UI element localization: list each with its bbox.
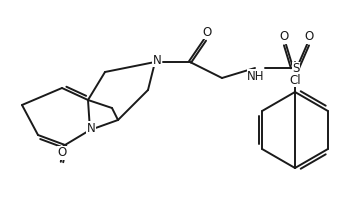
Text: O: O bbox=[203, 25, 212, 38]
Text: N: N bbox=[87, 121, 95, 135]
Text: O: O bbox=[304, 30, 314, 43]
Text: O: O bbox=[57, 146, 67, 159]
Text: Cl: Cl bbox=[289, 73, 301, 86]
Text: S: S bbox=[292, 62, 300, 76]
Text: NH: NH bbox=[247, 70, 265, 83]
Text: O: O bbox=[279, 30, 289, 43]
Text: N: N bbox=[153, 54, 161, 67]
